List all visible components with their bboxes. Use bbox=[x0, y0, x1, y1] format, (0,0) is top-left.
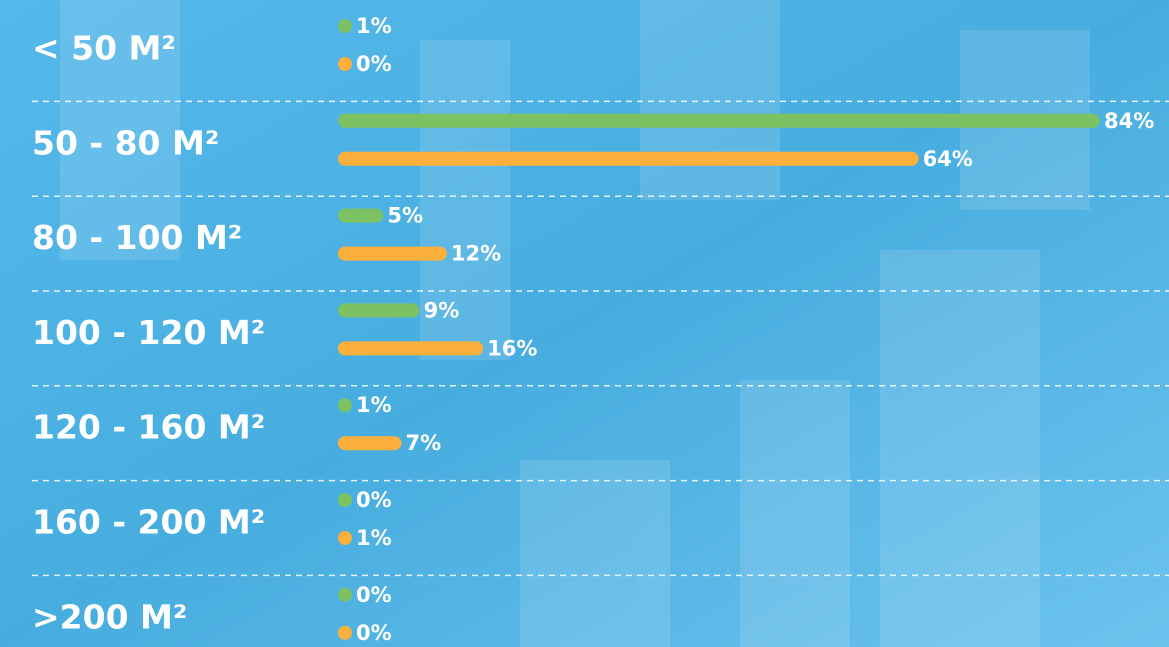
category-label: 160 - 200 M² bbox=[32, 503, 265, 542]
value-label: 0% bbox=[356, 621, 392, 645]
value-label: 1% bbox=[356, 393, 392, 417]
value-label: 0% bbox=[356, 488, 392, 512]
bar bbox=[338, 436, 402, 451]
value-label: 9% bbox=[424, 298, 460, 322]
value-label: 0% bbox=[356, 52, 392, 76]
category-label: < 50 M² bbox=[32, 29, 176, 68]
value-label: 0% bbox=[356, 583, 392, 607]
bar bbox=[338, 303, 420, 318]
city-texture bbox=[60, 0, 1090, 647]
bar bbox=[338, 113, 1100, 128]
bar bbox=[338, 57, 352, 71]
bar bbox=[338, 151, 919, 166]
bar bbox=[338, 493, 352, 507]
category-label: >200 M² bbox=[32, 597, 187, 636]
value-label: 5% bbox=[387, 204, 423, 228]
bar bbox=[338, 587, 352, 602]
value-label: 1% bbox=[356, 14, 392, 38]
value-label: 7% bbox=[406, 431, 442, 455]
category-label: 120 - 160 M² bbox=[32, 408, 265, 447]
category-label: 50 - 80 M² bbox=[32, 123, 219, 162]
bar bbox=[338, 208, 384, 223]
value-label: 16% bbox=[487, 336, 537, 360]
value-label: 64% bbox=[923, 147, 973, 171]
value-label: 12% bbox=[451, 242, 501, 266]
value-label: 1% bbox=[356, 526, 392, 550]
bar bbox=[338, 19, 352, 33]
category-label: 100 - 120 M² bbox=[32, 313, 265, 352]
bar bbox=[338, 341, 484, 356]
value-label: 84% bbox=[1104, 109, 1154, 133]
bar bbox=[338, 246, 447, 261]
bar bbox=[338, 531, 352, 545]
bar bbox=[338, 625, 352, 640]
bar bbox=[338, 398, 352, 413]
category-label: 80 - 100 M² bbox=[32, 218, 242, 257]
